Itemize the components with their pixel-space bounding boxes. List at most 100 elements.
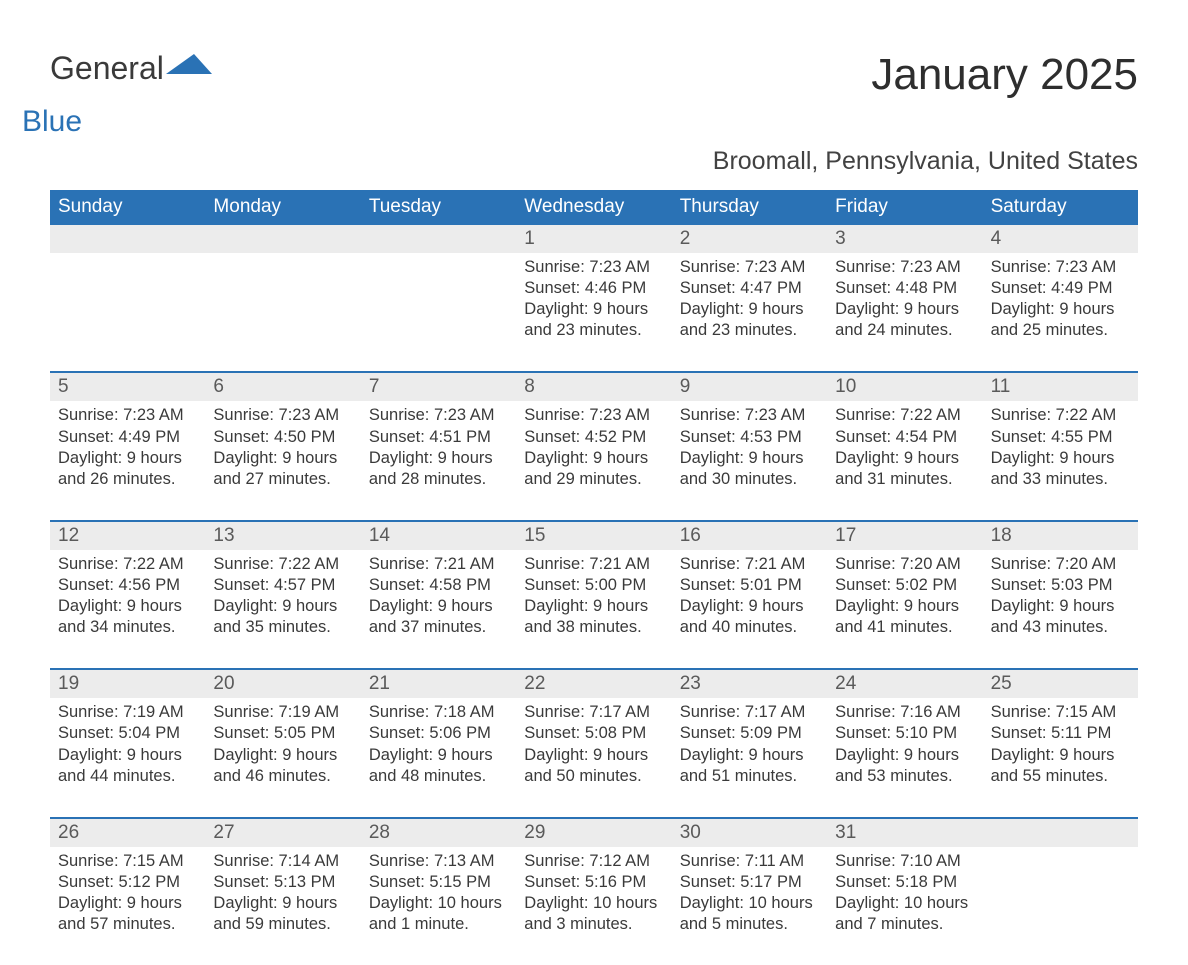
- daylight-text: Daylight: 9 hours and 51 minutes.: [680, 745, 819, 787]
- day-number: 18: [983, 522, 1138, 550]
- day-cell: Sunrise: 7:21 AMSunset: 4:58 PMDaylight:…: [361, 550, 516, 668]
- sunrise-text: Sunrise: 7:22 AM: [991, 405, 1130, 426]
- sunset-text: Sunset: 5:01 PM: [680, 575, 819, 596]
- logo: General Blue: [50, 50, 214, 139]
- sunrise-text: Sunrise: 7:23 AM: [58, 405, 197, 426]
- sunrise-text: Sunrise: 7:14 AM: [213, 851, 352, 872]
- day-cell: Sunrise: 7:21 AMSunset: 5:00 PMDaylight:…: [516, 550, 671, 668]
- day-cell: Sunrise: 7:15 AMSunset: 5:11 PMDaylight:…: [983, 698, 1138, 816]
- daylight-text: Daylight: 9 hours and 46 minutes.: [213, 745, 352, 787]
- day-number: 26: [50, 819, 205, 847]
- sunset-text: Sunset: 4:53 PM: [680, 427, 819, 448]
- logo-text-general: General: [50, 50, 164, 86]
- day-number: 30: [672, 819, 827, 847]
- calendar-week: 19202122232425Sunrise: 7:19 AMSunset: 5:…: [50, 668, 1138, 816]
- sunrise-text: Sunrise: 7:19 AM: [213, 702, 352, 723]
- day-number: [205, 225, 360, 253]
- day-number: 6: [205, 373, 360, 401]
- daylight-text: Daylight: 9 hours and 23 minutes.: [680, 299, 819, 341]
- sunset-text: Sunset: 5:12 PM: [58, 872, 197, 893]
- day-number-row: 12131415161718: [50, 522, 1138, 550]
- day-number-row: 1234: [50, 225, 1138, 253]
- day-number: 9: [672, 373, 827, 401]
- day-cell: Sunrise: 7:20 AMSunset: 5:03 PMDaylight:…: [983, 550, 1138, 668]
- day-number: 14: [361, 522, 516, 550]
- sunrise-text: Sunrise: 7:23 AM: [680, 257, 819, 278]
- sunrise-text: Sunrise: 7:23 AM: [991, 257, 1130, 278]
- logo-text-blue: Blue: [22, 105, 164, 139]
- day-header-cell: Saturday: [983, 190, 1138, 225]
- daylight-text: Daylight: 9 hours and 41 minutes.: [835, 596, 974, 638]
- day-number: 31: [827, 819, 982, 847]
- daylight-text: Daylight: 9 hours and 25 minutes.: [991, 299, 1130, 341]
- daylight-text: Daylight: 9 hours and 27 minutes.: [213, 448, 352, 490]
- day-number: 20: [205, 670, 360, 698]
- page-title: January 2025: [871, 50, 1138, 100]
- sunrise-text: Sunrise: 7:20 AM: [991, 554, 1130, 575]
- sunrise-text: Sunrise: 7:11 AM: [680, 851, 819, 872]
- day-cell: Sunrise: 7:16 AMSunset: 5:10 PMDaylight:…: [827, 698, 982, 816]
- day-cell: Sunrise: 7:13 AMSunset: 5:15 PMDaylight:…: [361, 847, 516, 965]
- sunset-text: Sunset: 5:10 PM: [835, 723, 974, 744]
- calendar-week: 567891011Sunrise: 7:23 AMSunset: 4:49 PM…: [50, 371, 1138, 519]
- day-cell: Sunrise: 7:23 AMSunset: 4:46 PMDaylight:…: [516, 253, 671, 371]
- day-number: 29: [516, 819, 671, 847]
- daylight-text: Daylight: 9 hours and 34 minutes.: [58, 596, 197, 638]
- day-header-cell: Friday: [827, 190, 982, 225]
- daylight-text: Daylight: 9 hours and 40 minutes.: [680, 596, 819, 638]
- day-number: [983, 819, 1138, 847]
- day-cell: Sunrise: 7:17 AMSunset: 5:08 PMDaylight:…: [516, 698, 671, 816]
- day-number: 5: [50, 373, 205, 401]
- day-number: [50, 225, 205, 253]
- sunset-text: Sunset: 4:51 PM: [369, 427, 508, 448]
- day-number: 19: [50, 670, 205, 698]
- daylight-text: Daylight: 9 hours and 31 minutes.: [835, 448, 974, 490]
- daylight-text: Daylight: 9 hours and 35 minutes.: [213, 596, 352, 638]
- sunset-text: Sunset: 4:56 PM: [58, 575, 197, 596]
- sunset-text: Sunset: 5:03 PM: [991, 575, 1130, 596]
- day-cell: [983, 847, 1138, 965]
- day-cell: Sunrise: 7:22 AMSunset: 4:57 PMDaylight:…: [205, 550, 360, 668]
- sunrise-text: Sunrise: 7:13 AM: [369, 851, 508, 872]
- sunrise-text: Sunrise: 7:18 AM: [369, 702, 508, 723]
- day-cell: Sunrise: 7:19 AMSunset: 5:04 PMDaylight:…: [50, 698, 205, 816]
- sunset-text: Sunset: 4:49 PM: [991, 278, 1130, 299]
- day-cell: Sunrise: 7:18 AMSunset: 5:06 PMDaylight:…: [361, 698, 516, 816]
- day-cell: Sunrise: 7:22 AMSunset: 4:55 PMDaylight:…: [983, 401, 1138, 519]
- day-cell: Sunrise: 7:12 AMSunset: 5:16 PMDaylight:…: [516, 847, 671, 965]
- daylight-text: Daylight: 9 hours and 28 minutes.: [369, 448, 508, 490]
- location-subtitle: Broomall, Pennsylvania, United States: [50, 147, 1138, 176]
- day-number: 27: [205, 819, 360, 847]
- calendar-day-header: SundayMondayTuesdayWednesdayThursdayFrid…: [50, 190, 1138, 225]
- day-cell: Sunrise: 7:23 AMSunset: 4:49 PMDaylight:…: [50, 401, 205, 519]
- sunset-text: Sunset: 4:50 PM: [213, 427, 352, 448]
- day-cell: Sunrise: 7:15 AMSunset: 5:12 PMDaylight:…: [50, 847, 205, 965]
- day-cell: [361, 253, 516, 371]
- sunrise-text: Sunrise: 7:16 AM: [835, 702, 974, 723]
- sunset-text: Sunset: 4:49 PM: [58, 427, 197, 448]
- day-number: 13: [205, 522, 360, 550]
- sunset-text: Sunset: 5:11 PM: [991, 723, 1130, 744]
- day-cell: Sunrise: 7:17 AMSunset: 5:09 PMDaylight:…: [672, 698, 827, 816]
- sunrise-text: Sunrise: 7:12 AM: [524, 851, 663, 872]
- day-cell: Sunrise: 7:21 AMSunset: 5:01 PMDaylight:…: [672, 550, 827, 668]
- sunset-text: Sunset: 4:46 PM: [524, 278, 663, 299]
- sunset-text: Sunset: 5:09 PM: [680, 723, 819, 744]
- sunrise-text: Sunrise: 7:23 AM: [213, 405, 352, 426]
- day-cell: Sunrise: 7:10 AMSunset: 5:18 PMDaylight:…: [827, 847, 982, 965]
- sunrise-text: Sunrise: 7:19 AM: [58, 702, 197, 723]
- calendar-week: 1234Sunrise: 7:23 AMSunset: 4:46 PMDayli…: [50, 225, 1138, 371]
- sunrise-text: Sunrise: 7:23 AM: [680, 405, 819, 426]
- sunrise-text: Sunrise: 7:21 AM: [369, 554, 508, 575]
- sunset-text: Sunset: 4:57 PM: [213, 575, 352, 596]
- day-number: 23: [672, 670, 827, 698]
- daylight-text: Daylight: 9 hours and 37 minutes.: [369, 596, 508, 638]
- sunset-text: Sunset: 5:15 PM: [369, 872, 508, 893]
- sunrise-text: Sunrise: 7:21 AM: [680, 554, 819, 575]
- daylight-text: Daylight: 9 hours and 23 minutes.: [524, 299, 663, 341]
- day-cell: Sunrise: 7:23 AMSunset: 4:53 PMDaylight:…: [672, 401, 827, 519]
- sunrise-text: Sunrise: 7:23 AM: [524, 257, 663, 278]
- sunset-text: Sunset: 4:48 PM: [835, 278, 974, 299]
- daylight-text: Daylight: 9 hours and 44 minutes.: [58, 745, 197, 787]
- day-header-cell: Wednesday: [516, 190, 671, 225]
